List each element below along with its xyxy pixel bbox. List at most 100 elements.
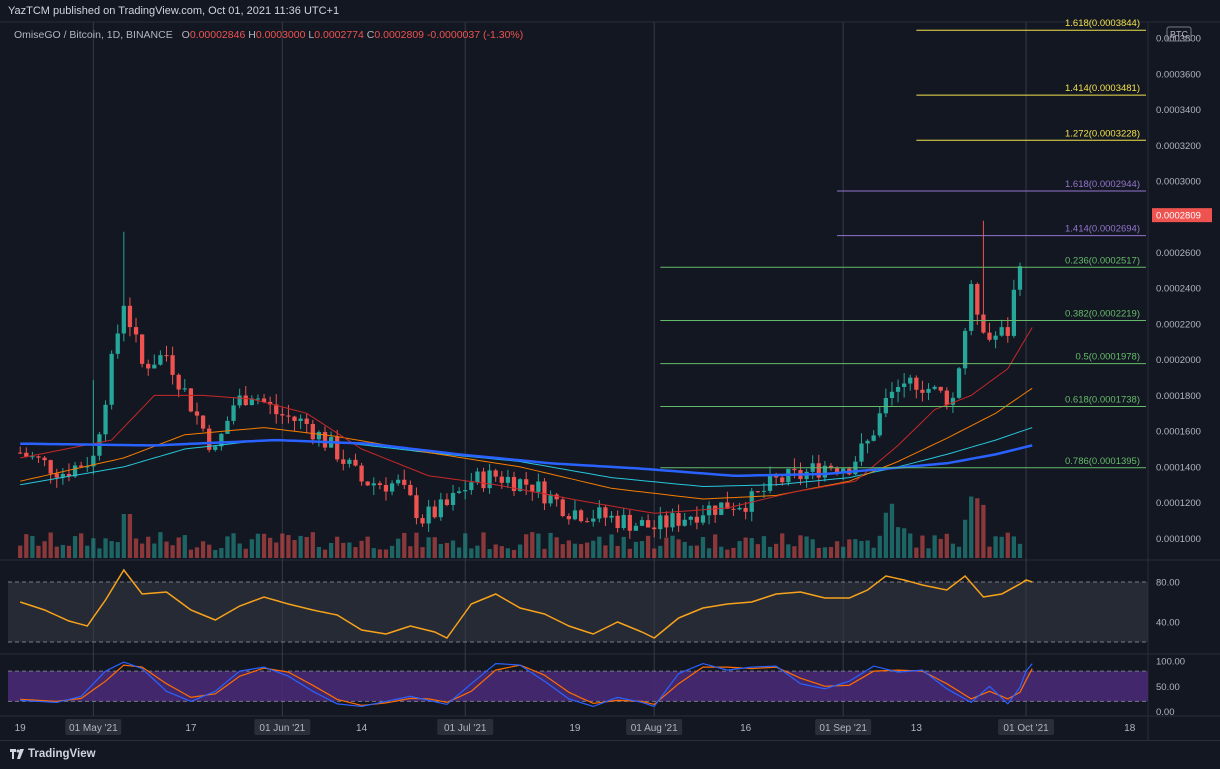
volume-bar [322,549,328,558]
volume-bar [353,547,358,558]
price-tick-label: 0.0001400 [1156,462,1201,473]
volume-bar [999,536,1004,558]
current-price-label: 0.0002809 [1156,211,1201,222]
candle-body [633,525,639,531]
candle-body [24,452,29,457]
volume-bar [566,540,571,558]
candle-body [54,473,59,478]
volume-bar [225,536,230,558]
candle-body [926,388,931,393]
candle-body [676,513,681,526]
price-tick-label: 0.0002200 [1156,319,1201,330]
candle-body [560,499,565,517]
volume-bar [383,549,389,558]
volume-bar [591,540,596,558]
volume-bar [18,545,23,558]
candle-body [292,416,297,421]
price-tick-label: 0.0003600 [1156,69,1201,80]
candle-body [652,527,657,530]
candle-body [85,466,90,468]
time-tick-label: 01 May '21 [69,723,118,734]
candle-body [585,521,590,523]
candle-body [170,355,175,375]
volume-bar [530,532,535,558]
candle-body [530,484,535,492]
time-tick-label: 01 Jul '21 [444,723,487,734]
price-tick-label: 0.0003000 [1156,177,1201,188]
close-value: 0.0002809 [374,29,425,41]
candle-body [469,482,474,491]
volume-bar [420,547,425,558]
candle-body [255,398,261,400]
time-tick-label: 13 [911,723,923,734]
currency-badge-label: BTC [1170,30,1189,40]
volume-bar [962,519,968,558]
candle-body [456,491,462,493]
volume-bar [316,546,322,558]
volume-bar [298,535,303,558]
candle-body [841,468,846,473]
candle-body [371,483,376,486]
candle-body [645,520,651,528]
volume-bar [585,542,590,558]
volume-bar [810,539,815,558]
stoch-k-line [20,661,1033,708]
volume-bar [280,533,285,558]
candle-body [950,397,956,405]
volume-bar [194,547,200,558]
symbol-name: OmiseGO / Bitcoin, 1D, BINANCE [14,29,173,41]
candle-body [962,330,968,369]
candle-body [938,386,943,391]
volume-bar [414,532,419,558]
volume-bar [146,536,151,558]
fib-retrace-label: 0.618(0.0001738) [1065,394,1140,405]
volume-bar [85,545,90,558]
candle-body [200,415,206,429]
candle-body [103,404,108,435]
volume-bar [469,548,474,558]
ma200-line [20,438,1033,478]
volume-bar [670,535,675,558]
chart-canvas[interactable]: 0.0003800 0.0003600 0.0003400 0.0003200 0.00… [0,0,1220,740]
volume-bar [152,543,157,558]
volume-bar [517,544,523,558]
open-value: 0.00002846 [189,29,246,41]
candle-body [591,518,596,522]
volume-bar [450,540,456,558]
tradingview-brand[interactable]: TradingView [10,748,96,760]
candle-body [743,507,748,512]
volume-bar [438,543,443,558]
candle-body [999,327,1004,336]
volume-bar [865,540,870,558]
candle-body [914,377,919,390]
time-label-bg [437,719,494,735]
volume-bar [292,540,297,558]
volume-bar [158,532,163,558]
volume-bar [139,543,145,558]
volume-bar [841,546,846,558]
brand-label: TradingView [28,748,96,760]
volume-bar [645,535,651,558]
candle-body [609,515,614,518]
candle-body [304,418,309,424]
price-tick-label: 0.0002400 [1156,284,1201,295]
candle-body [249,398,254,406]
time-tick-label: 01 Oct '21 [1003,723,1049,734]
time-tick-label: 16 [740,723,752,734]
volume-bar [243,548,248,558]
candle-body [969,284,974,331]
fib-ext2-label: 1.414(0.0002694) [1065,224,1140,235]
volume-bar [676,539,681,558]
volume-bar [688,545,693,558]
candle-body [139,334,145,364]
candle-body [713,505,718,515]
candle-body [176,374,181,390]
candle-body [72,465,78,477]
rsi-tick-label: 80.00 [1156,578,1180,589]
candle-body [572,510,578,520]
volume-bar [993,536,998,558]
volume-bar [255,533,261,558]
volume-bar [615,545,620,558]
ma-orange-line [20,387,1033,500]
volume-bar [652,548,657,558]
